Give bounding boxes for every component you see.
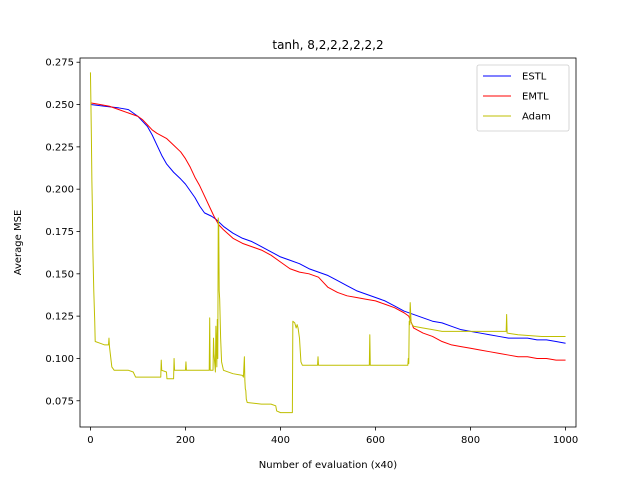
series-line-emtl: [90, 102, 566, 361]
x-tick-label: 600: [366, 435, 385, 446]
legend-label-adam: Adam: [522, 112, 551, 123]
x-tick-label: 400: [271, 435, 290, 446]
series-line-adam: [89, 72, 566, 414]
x-axis-title: Number of evaluation (x40): [259, 460, 397, 471]
series-layer: [89, 72, 566, 414]
x-tick-label: 0: [87, 435, 93, 446]
plot-area: [79, 57, 577, 428]
legend-label-emtl: EMTL: [522, 92, 549, 103]
y-tick-label: 0.150: [45, 269, 74, 280]
y-axis: 0.075 0.100 0.125 0.150 0.175 0.200 0.225 0.250…: [45, 58, 80, 407]
legend: ESTL EMTL Adam: [476, 64, 570, 132]
plot-frame: [79, 57, 577, 428]
y-tick-label: 0.275: [45, 58, 74, 69]
chart-title: tanh, 8,2,2,2,2,2,2: [272, 38, 383, 52]
x-tick-label: 1000: [553, 435, 578, 446]
x-tick-label: 200: [176, 435, 195, 446]
x-axis: 0 200 400 600 800 1000: [87, 427, 578, 446]
y-axis-title: Average MSE: [13, 210, 24, 276]
legend-box: [476, 64, 570, 132]
y-tick-label: 0.225: [45, 142, 74, 153]
x-tick-label: 800: [461, 435, 480, 446]
y-tick-label: 0.075: [45, 396, 74, 407]
y-tick-label: 0.125: [45, 312, 74, 323]
y-tick-label: 0.250: [45, 100, 74, 111]
legend-label-estl: ESTL: [522, 72, 547, 83]
y-tick-label: 0.200: [45, 185, 74, 196]
series-line-estl: [90, 104, 566, 344]
y-tick-label: 0.175: [45, 227, 74, 238]
y-tick-label: 0.100: [45, 354, 74, 365]
